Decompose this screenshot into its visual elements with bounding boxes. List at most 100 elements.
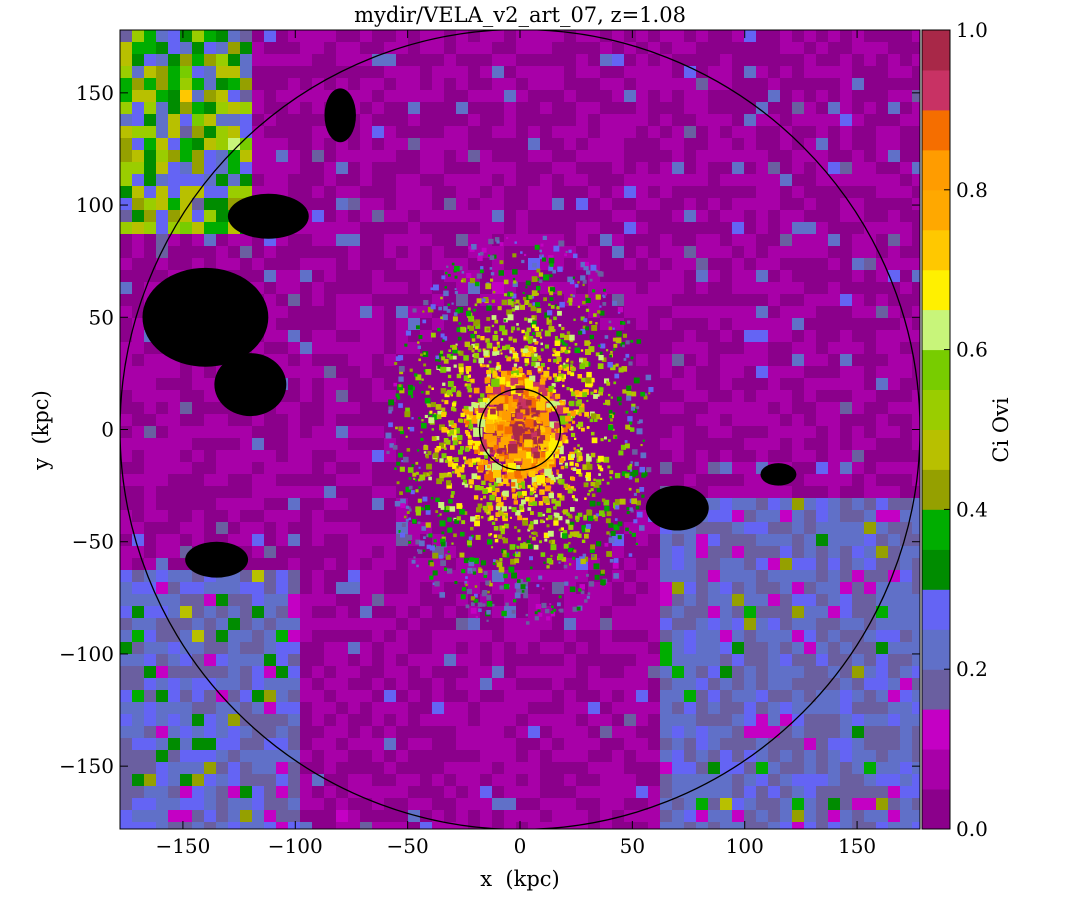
heatmap-cell [420,437,424,441]
heatmap-cell [744,642,756,654]
heatmap-cell [864,714,876,726]
heatmap-cell [384,354,396,366]
heatmap-cell [489,476,495,482]
heatmap-cell [612,78,624,90]
heatmap-cell [422,319,427,324]
heatmap-cell [514,370,519,376]
heatmap-cell [440,366,447,373]
heatmap-cell [132,174,144,186]
heatmap-cell [550,610,554,614]
heatmap-cell [336,222,348,234]
heatmap-cell [168,414,180,426]
heatmap-cell [732,534,744,546]
heatmap-cell [405,486,411,493]
heatmap-cell [228,498,240,510]
heatmap-cell [300,390,312,402]
heatmap-cell [900,258,912,270]
heatmap-cell [360,210,372,222]
heatmap-cell [696,246,708,258]
heatmap-cell [804,546,816,558]
heatmap-cell [360,690,372,702]
heatmap-cell [636,594,648,606]
heatmap-cell [192,450,204,462]
heatmap-cell [431,387,434,390]
heatmap-cell [732,786,744,798]
heatmap-cell [416,564,419,568]
heatmap-cell [482,348,486,352]
heatmap-cell [840,798,852,810]
heatmap-cell [428,471,433,475]
heatmap-cell [384,450,396,462]
heatmap-cell [756,678,768,690]
heatmap-cell [580,275,586,281]
heatmap-cell [420,330,432,342]
heatmap-cell [168,822,180,829]
heatmap-cell [588,282,600,294]
heatmap-cell [216,210,228,222]
heatmap-cell [636,222,648,234]
heatmap-cell [493,346,498,352]
heatmap-cell [569,531,575,537]
heatmap-cell [585,523,591,529]
heatmap-cell [539,249,542,253]
heatmap-cell [418,466,421,469]
heatmap-cell [156,582,168,594]
heatmap-cell [535,463,542,470]
heatmap-cell [604,542,609,547]
heatmap-cell [552,726,564,738]
heatmap-cell [144,726,156,738]
heatmap-cell [396,630,408,642]
heatmap-cell [660,618,672,630]
heatmap-cell [744,786,756,798]
heatmap-cell [780,66,792,78]
heatmap-cell [672,402,684,414]
heatmap-cell [582,300,586,305]
heatmap-cell [852,546,864,558]
heatmap-cell [360,90,372,102]
heatmap-cell [792,354,804,366]
heatmap-cell [420,90,432,102]
heatmap-cell [456,473,461,478]
heatmap-cell [624,174,636,186]
heatmap-cell [631,403,636,408]
heatmap-cell [684,474,696,486]
heatmap-cell [398,403,403,408]
heatmap-cell [595,269,599,273]
heatmap-cell [168,438,180,450]
heatmap-cell [240,666,252,678]
heatmap-cell [492,750,504,762]
heatmap-cell [792,690,804,702]
heatmap-cell [240,642,252,654]
heatmap-cell [480,678,492,690]
heatmap-cell [216,174,228,186]
heatmap-cell [576,30,588,42]
heatmap-cell [768,426,780,438]
heatmap-cell [228,690,240,702]
heatmap-cell [132,714,144,726]
heatmap-cell [768,678,780,690]
heatmap-cell [912,402,920,414]
heatmap-cell [864,678,876,690]
heatmap-cell [564,594,576,606]
heatmap-cell [567,276,573,283]
heatmap-cell [852,738,864,750]
heatmap-cell [180,750,192,762]
heatmap-cell [804,714,816,726]
heatmap-cell [336,342,348,354]
heatmap-cell [399,466,405,472]
heatmap-cell [453,457,459,463]
heatmap-cell [252,42,264,54]
heatmap-cell [580,590,585,595]
heatmap-cell [684,678,696,690]
heatmap-cell [240,654,252,666]
heatmap-cell [216,678,228,690]
heatmap-cell [441,427,447,433]
heatmap-cell [621,471,627,477]
heatmap-cell [888,462,900,474]
heatmap-cell [471,244,477,250]
heatmap-cell [660,726,672,738]
heatmap-cell [708,570,720,582]
heatmap-cell [491,463,501,472]
heatmap-cell [852,246,864,258]
heatmap-cell [511,413,520,422]
